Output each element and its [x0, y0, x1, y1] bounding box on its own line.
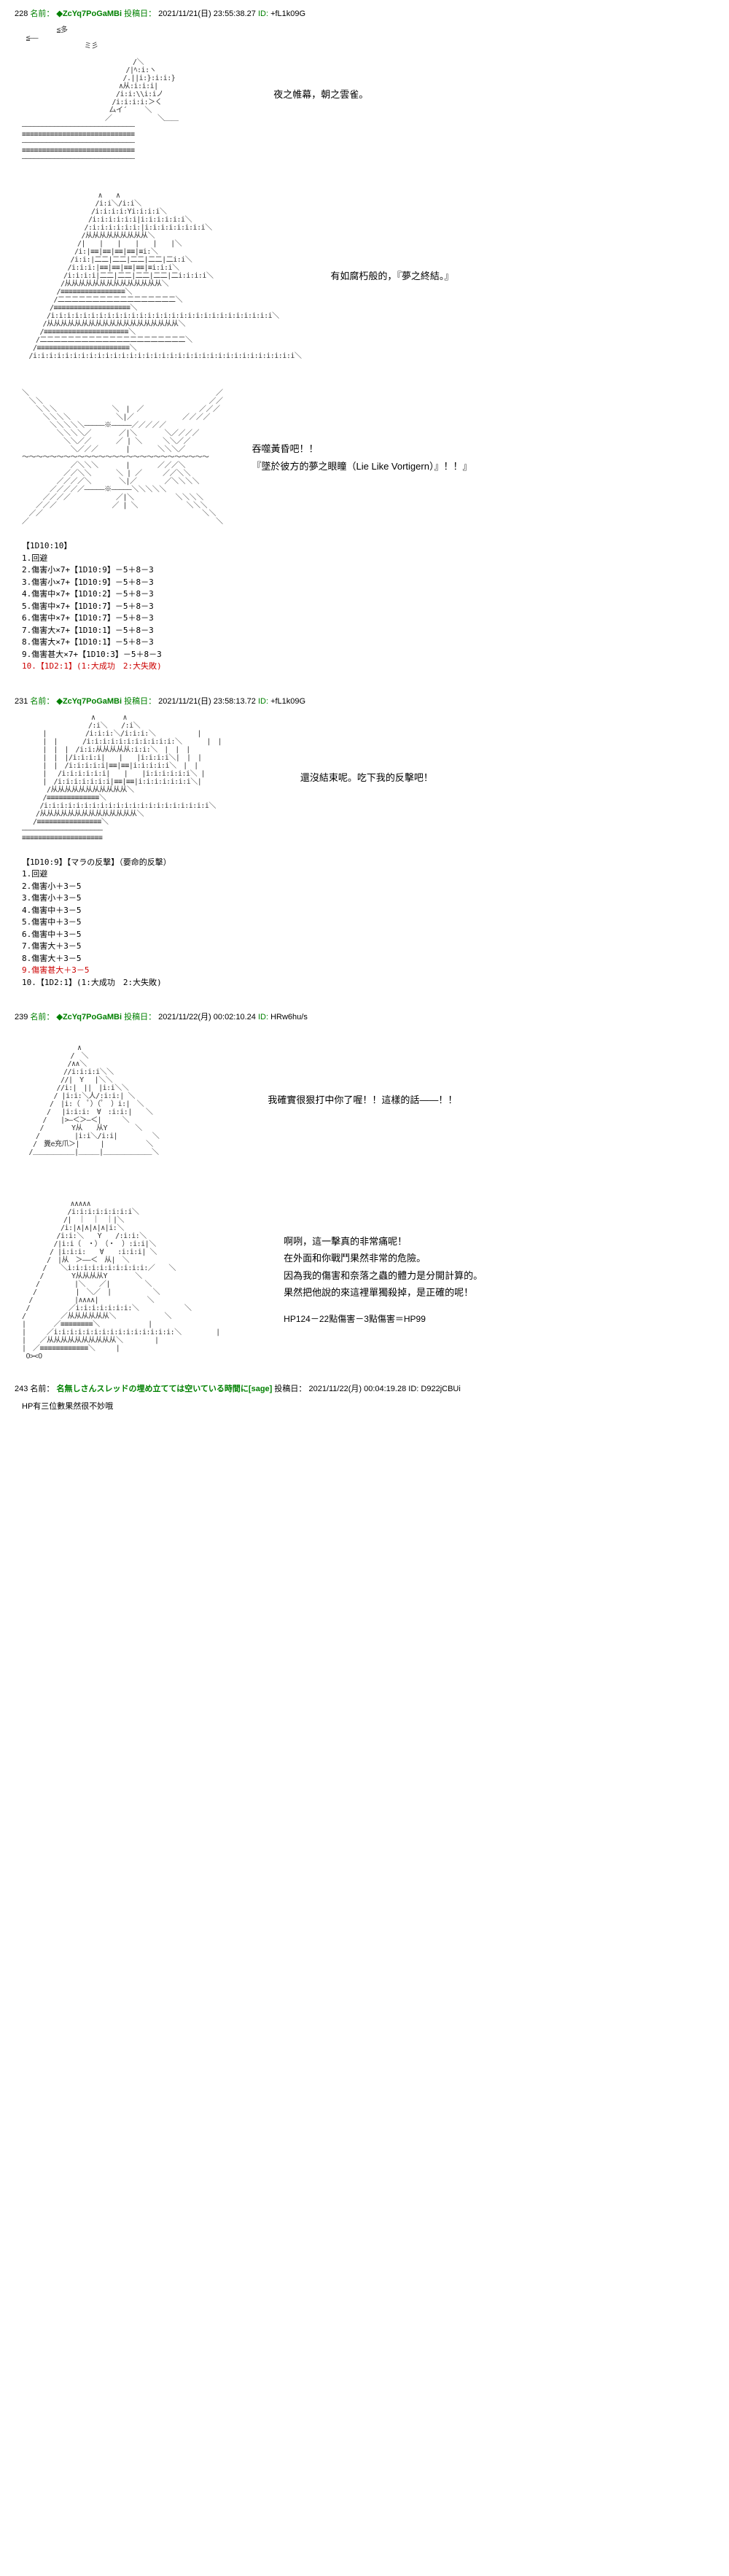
- date-label: 投稿日：: [124, 9, 156, 18]
- id-label: ID:: [258, 1013, 268, 1022]
- post-header: 228 名前： ◆ZcYq7PoGaMBi 投稿日： 2021/11/21(日)…: [15, 7, 714, 19]
- post-number: 228: [15, 9, 28, 18]
- ascii-art: ∧∧∧∧∧ /i:i:i:i:i:i:i:i＼ /| ｜ ｜ ｜|＼ /i:|∧…: [22, 1200, 254, 1361]
- dice-line: 7.傷害大＋3－5: [22, 941, 714, 953]
- content-row: ＼ ／ ＼＼ ／／ ＼＼＼ ＼ | ／ ／／／ ＼＼＼＼ ＼|／ ／／／／ ＼＼…: [22, 389, 714, 526]
- name-label: 名前：: [30, 9, 54, 18]
- post-header: 231 名前： ◆ZcYq7PoGaMBi 投稿日： 2021/11/21(日)…: [15, 695, 714, 707]
- post-body: ≦多 ≦―― ミ彡 /＼ /|ﾍ:i:ヽ /.||: [22, 26, 714, 673]
- date-label: 投稿日：: [274, 1385, 306, 1393]
- dice-line: 8.傷害大×7+【1D10:1】－5＋8－3: [22, 637, 714, 649]
- narrative-line: 啊咧，這一擊真的非常痛呢！: [284, 1233, 483, 1250]
- ascii-art: ＼ ／ ＼＼ ／／ ＼＼＼ ＼ | ／ ／／／ ＼＼＼＼ ＼|／ ／／／／ ＼＼…: [22, 389, 223, 526]
- post-tripcode: ◆ZcYq7PoGaMBi: [56, 1013, 122, 1022]
- name-label: 名前：: [30, 1013, 54, 1022]
- post: 239 名前： ◆ZcYq7PoGaMBi 投稿日： 2021/11/22(月)…: [15, 1011, 714, 1361]
- date-label: 投稿日：: [124, 697, 156, 706]
- post-number: 243: [15, 1385, 28, 1393]
- dice-line: 8.傷害大＋3－5: [22, 953, 714, 965]
- post-tripcode: ◆ZcYq7PoGaMBi: [56, 697, 122, 706]
- narrative-text: 夜之帷幕，朝之雲雀。: [273, 86, 368, 103]
- id-label: ID:: [408, 1385, 418, 1393]
- post-id: +fL1k09G: [270, 9, 305, 18]
- content-row: ∧ ∧ /:i＼ /:i＼ | /i:i:i:＼/i:i:i:＼ | | | /…: [22, 714, 714, 842]
- narrative-text: 我確實很狠打中你了喔！！這樣的話――！！: [268, 1092, 457, 1108]
- dice-line: 3.傷害小×7+【1D10:9】－5＋8－3: [22, 577, 714, 589]
- dice-header: 【1D10:9】【マラの反撃】（要命的反擊）: [22, 857, 714, 869]
- post: 231 名前： ◆ZcYq7PoGaMBi 投稿日： 2021/11/21(日)…: [15, 695, 714, 989]
- narrative-text: 還沒結束呢。吃下我的反擊吧！: [300, 769, 433, 786]
- post-id: HRw6hu/s: [270, 1013, 308, 1022]
- dice-result-line: 10.【1D2:1】(1:大成功 2:大失敗): [22, 661, 714, 673]
- narrative-line: 吞噬黃昏吧！！: [252, 440, 472, 457]
- content-row: ∧∧∧∧∧ /i:i:i:i:i:i:i:i＼ /| ｜ ｜ ｜|＼ /i:|∧…: [22, 1200, 714, 1361]
- post-date: 2021/11/21(日) 23:58:13.72: [158, 697, 256, 706]
- narrative-line: 『墜於彼方的夢之眼瞳（Lie Like Vortigern）』！！』: [252, 458, 472, 475]
- dice-result-line: 9.傷害甚大＋3－5: [22, 965, 714, 977]
- dice-line: 5.傷害中×7+【1D10:7】－5＋8－3: [22, 601, 714, 613]
- id-label: ID:: [258, 9, 268, 18]
- dice-results: 【1D10:10】 1.回避 2.傷害小×7+【1D10:9】－5＋8－3 3.…: [22, 540, 714, 673]
- post-number: 239: [15, 1013, 28, 1022]
- narrative-line: 果然把他說的來這裡單獨殺掉，是正確的呢！: [284, 1284, 483, 1301]
- dice-line: 3.傷害小＋3－5: [22, 892, 714, 905]
- name-label: 名前：: [30, 697, 54, 706]
- narrative-block: 啊咧，這一擊真的非常痛呢！ 在外面和你戰鬥果然非常的危險。 因為我的傷害和奈落之…: [284, 1233, 483, 1328]
- narrative-text: 有如腐朽般的，『夢之終結。』: [330, 268, 453, 284]
- post-number: 231: [15, 697, 28, 706]
- dice-line: 1.回避: [22, 868, 714, 881]
- dice-line: 4.傷害中×7+【1D10:2】－5＋8－3: [22, 588, 714, 601]
- dice-line: 6.傷害中×7+【1D10:7】－5＋8－3: [22, 612, 714, 625]
- content-row: ∧ / ＼ /∧∧＼ //i:i:i:i＼＼ //| Y |＼＼ //i:| |…: [22, 1044, 714, 1156]
- post-date: 2021/11/22(月) 00:04:19.28: [308, 1385, 406, 1393]
- name-label: 名前：: [30, 1385, 54, 1393]
- dice-line: 9.傷害甚大×7+【1D10:3】－5＋8－3: [22, 649, 714, 661]
- post-body: ∧ / ＼ /∧∧＼ //i:i:i:i＼＼ //| Y |＼＼ //i:| |…: [22, 1030, 714, 1361]
- post-tripcode: ◆ZcYq7PoGaMBi: [56, 9, 122, 18]
- post-body: ∧ ∧ /:i＼ /:i＼ | /i:i:i:＼/i:i:i:＼ | | | /…: [22, 714, 714, 989]
- dice-line: 1.回避: [22, 553, 714, 565]
- narrative-line: 在外面和你戰鬥果然非常的危險。: [284, 1250, 483, 1266]
- post-name: 名無しさんスレッドの埋め立てては空いている時間に[sage]: [56, 1385, 272, 1393]
- dice-line: 5.傷害中＋3－5: [22, 917, 714, 929]
- reply-post: 243 名前： 名無しさんスレッドの埋め立てては空いている時間に[sage] 投…: [15, 1382, 714, 1412]
- dice-line: 7.傷害大×7+【1D10:1】－5＋8－3: [22, 625, 714, 637]
- content-row: ≦多 ≦―― ミ彡 /＼ /|ﾍ:i:ヽ /.||: [22, 26, 714, 163]
- post-id: D922jCBUi: [421, 1385, 460, 1393]
- date-label: 投稿日：: [124, 1013, 156, 1022]
- dice-line: 2.傷害小＋3－5: [22, 881, 714, 893]
- dice-line: 2.傷害小×7+【1D10:9】－5＋8－3: [22, 564, 714, 577]
- ascii-art: ≦多 ≦―― ミ彡 /＼ /|ﾍ:i:ヽ /.||: [22, 26, 244, 163]
- post-header: 239 名前： ◆ZcYq7PoGaMBi 投稿日： 2021/11/22(月)…: [15, 1011, 714, 1022]
- narrative-block: 吞噬黃昏吧！！ 『墜於彼方的夢之眼瞳（Lie Like Vortigern）』！…: [252, 440, 472, 475]
- narrative-line: 因為我的傷害和奈落之蟲的體力是分開計算的。: [284, 1267, 483, 1284]
- id-label: ID:: [258, 697, 268, 706]
- dice-header: 【1D10:10】: [22, 540, 714, 553]
- dice-line: 6.傷害中＋3－5: [22, 929, 714, 941]
- content-row: ∧ ∧ /i:i＼/i:i＼ /i:i:i:i:Yi:i:i:i＼ /i:i:i…: [22, 192, 714, 360]
- dice-line: 4.傷害中＋3－5: [22, 905, 714, 917]
- ascii-art: ∧ / ＼ /∧∧＼ //i:i:i:i＼＼ //| Y |＼＼ //i:| |…: [22, 1044, 238, 1156]
- reply-body: HP有三位數果然很不妙哦: [22, 1400, 714, 1412]
- hp-calculation: HP124－22點傷害－3點傷害＝HP99: [284, 1312, 483, 1328]
- post: 228 名前： ◆ZcYq7PoGaMBi 投稿日： 2021/11/21(日)…: [15, 7, 714, 673]
- dice-results: 【1D10:9】【マラの反撃】（要命的反擊） 1.回避 2.傷害小＋3－5 3.…: [22, 857, 714, 989]
- ascii-art: ∧ ∧ /:i＼ /:i＼ | /i:i:i:＼/i:i:i:＼ | | | /…: [22, 714, 271, 842]
- dice-line: 10.【1D2:1】(1:大成功 2:大失敗): [22, 977, 714, 989]
- post-id: +fL1k09G: [270, 697, 305, 706]
- post-date: 2021/11/22(月) 00:02:10.24: [158, 1013, 256, 1022]
- ascii-art: ∧ ∧ /i:i＼/i:i＼ /i:i:i:i:Yi:i:i:i＼ /i:i:i…: [22, 192, 301, 360]
- post-date: 2021/11/21(日) 23:55:38.27: [158, 9, 256, 18]
